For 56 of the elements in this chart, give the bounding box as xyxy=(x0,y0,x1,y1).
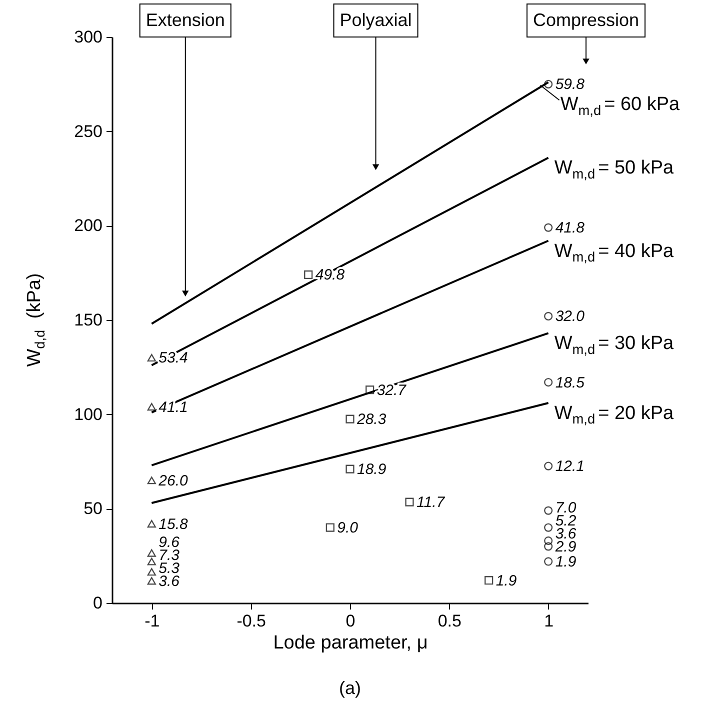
point xyxy=(147,520,156,528)
point xyxy=(366,386,374,394)
annotation: Compression xyxy=(532,10,640,30)
point xyxy=(147,402,156,411)
annotation: Polyaxial xyxy=(340,10,412,30)
annotation: 12.1 xyxy=(555,458,585,476)
point xyxy=(544,80,553,88)
point xyxy=(544,523,553,532)
point xyxy=(304,270,313,280)
point xyxy=(147,354,156,362)
point xyxy=(147,568,156,576)
point xyxy=(147,549,156,557)
annotation: 1.9 xyxy=(496,572,518,590)
point xyxy=(544,462,553,470)
point xyxy=(147,476,156,484)
y-axis-title: Wd,d (kPa) xyxy=(24,273,48,367)
point xyxy=(544,378,553,387)
x-tick-label: -1 xyxy=(144,612,160,630)
point xyxy=(544,557,553,566)
annotation: Extension xyxy=(146,10,225,30)
annotation: 59.8 xyxy=(555,76,586,94)
point xyxy=(147,558,156,566)
x-tick-label: -0.5 xyxy=(236,612,266,630)
point xyxy=(544,536,553,546)
annotation: 32.0 xyxy=(555,308,586,326)
point xyxy=(405,498,414,506)
annotation: 18.5 xyxy=(555,374,586,392)
point xyxy=(544,542,553,551)
annotation: 18.9 xyxy=(357,461,387,478)
text: (a) xyxy=(339,678,361,698)
y-tick-label: 100 xyxy=(74,404,102,424)
point xyxy=(484,576,494,585)
y-tick-label: 300 xyxy=(74,28,102,46)
annotation: 15.8 xyxy=(158,516,189,533)
x-tick-label: 1 xyxy=(544,612,554,630)
annotation: 28.3 xyxy=(356,411,387,428)
annotation: 1.9 xyxy=(555,553,577,570)
x-axis-title: Lode parameter, μ xyxy=(273,632,428,654)
x-tick-label: 0 xyxy=(346,612,356,630)
point xyxy=(326,523,334,532)
point xyxy=(544,506,553,515)
annotation: 9.0 xyxy=(337,520,359,537)
y-tick-label: 50 xyxy=(84,499,102,518)
y-tick-label: 0 xyxy=(93,594,102,612)
y-tick-label: 150 xyxy=(74,310,102,330)
y-tick-label: 250 xyxy=(74,122,102,141)
point xyxy=(544,223,553,232)
annotation: 11.7 xyxy=(416,494,446,512)
point xyxy=(544,312,553,321)
annotation: 41.8 xyxy=(555,220,586,237)
y-tick-label: 200 xyxy=(74,216,102,236)
point xyxy=(147,577,156,585)
point xyxy=(346,414,354,424)
annotation: 26.0 xyxy=(158,472,189,490)
x-tick-label: 0.5 xyxy=(438,612,462,630)
point xyxy=(346,464,354,474)
